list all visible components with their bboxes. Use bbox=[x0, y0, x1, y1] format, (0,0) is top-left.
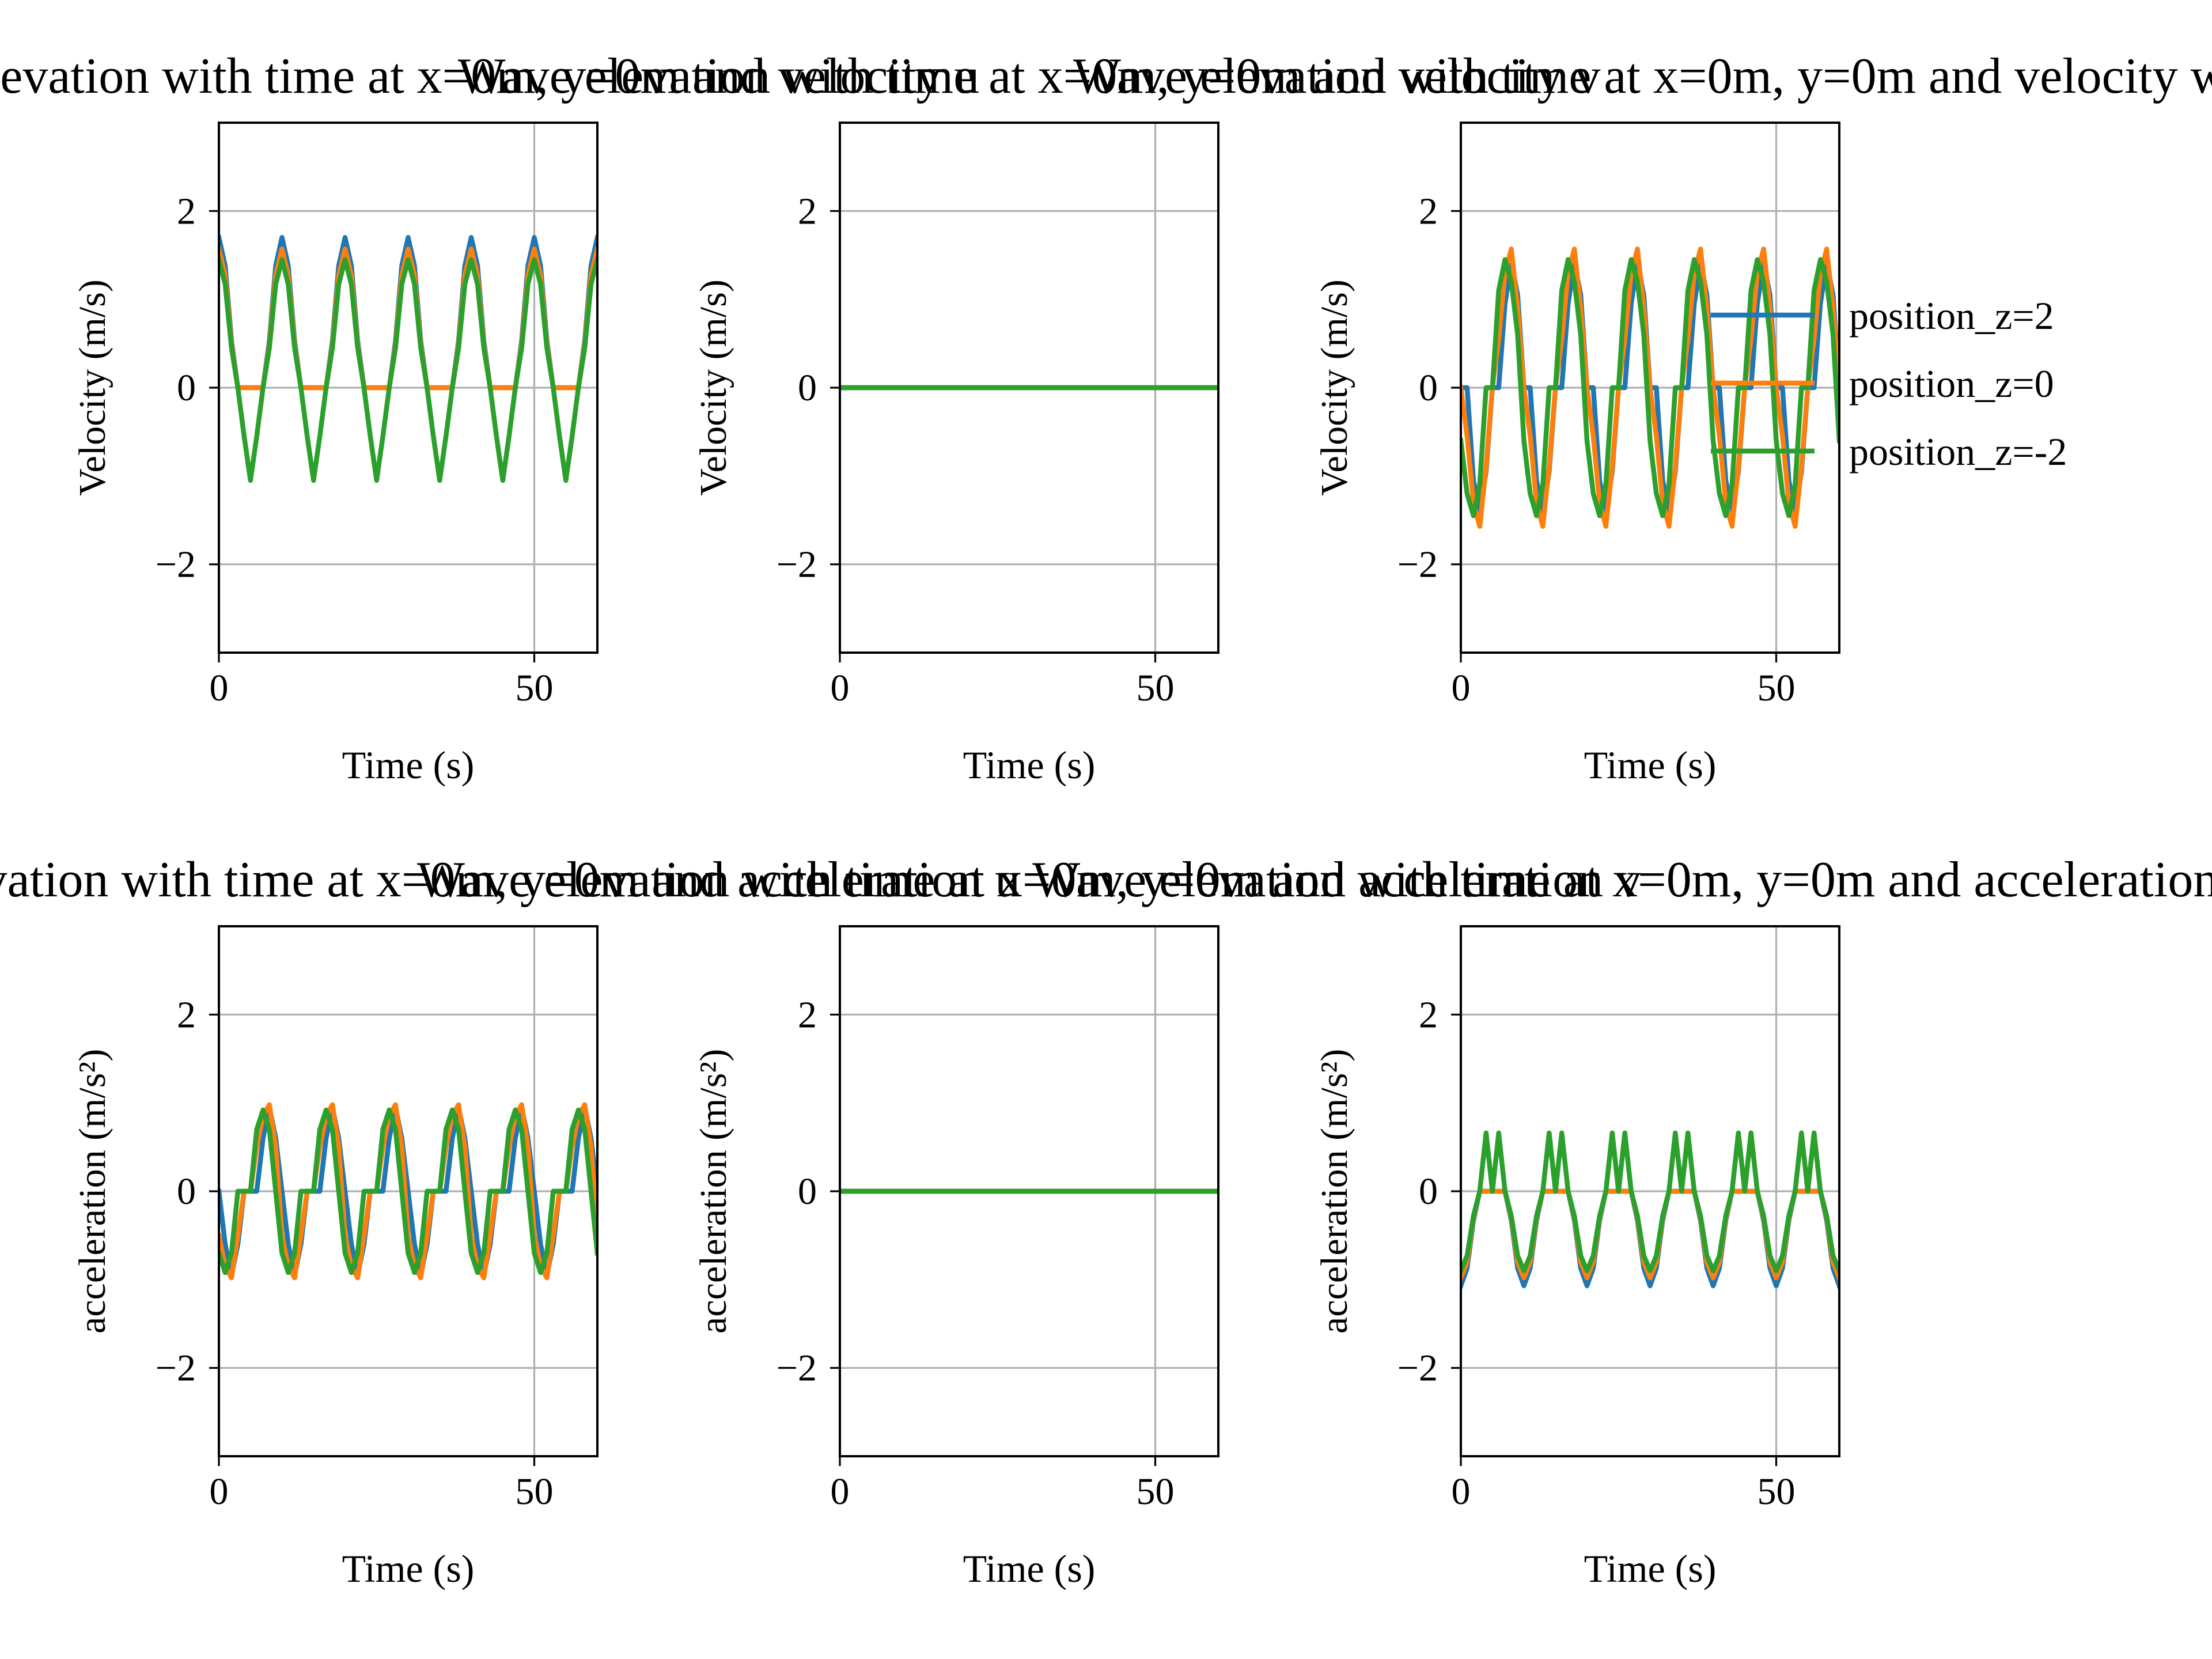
subplot-bottom-right: 0 50 −2 0 2 Time (s) acceleration (m/s²) Wave e… bbox=[1032, 852, 2212, 1590]
x-axis-label: Time (s) bbox=[963, 1547, 1096, 1590]
y-tick-label: 2 bbox=[177, 994, 196, 1036]
y-tick-label: 0 bbox=[798, 1171, 817, 1213]
series-line bbox=[219, 1105, 597, 1278]
series-line bbox=[1461, 247, 1839, 529]
x-tick-label: 50 bbox=[1137, 1471, 1175, 1513]
series-line bbox=[1461, 1188, 1839, 1281]
y-tick-label: 2 bbox=[798, 994, 817, 1036]
x-tick-label: 0 bbox=[1452, 667, 1471, 709]
series-line bbox=[1461, 257, 1839, 518]
legend-entry: position_z=2 bbox=[1849, 294, 2054, 338]
y-tick-label: −2 bbox=[777, 1347, 817, 1389]
legend-entry: position_z=-2 bbox=[1849, 430, 2067, 474]
plot-area bbox=[1461, 247, 1839, 529]
x-tick-label: 0 bbox=[210, 667, 229, 709]
y-axis-label: acceleration (m/s²) bbox=[71, 1049, 113, 1334]
x-axis-label: Time (s) bbox=[342, 743, 475, 787]
subplot-title: Wave elevation with time at x=0m, y=0m a… bbox=[417, 852, 1641, 908]
y-tick-label: −2 bbox=[156, 1347, 196, 1389]
y-tick-label: −2 bbox=[1397, 1347, 1438, 1389]
x-tick-label: 0 bbox=[831, 1471, 850, 1513]
y-tick-label: −2 bbox=[777, 544, 817, 586]
legend-entry: position_z=0 bbox=[1849, 362, 2054, 406]
legend: position_z=2 position_z=0 position_z=-2 bbox=[1711, 294, 2067, 474]
y-tick-label: −2 bbox=[156, 544, 196, 586]
y-tick-label: 2 bbox=[1419, 994, 1438, 1036]
y-tick-label: −2 bbox=[1397, 544, 1438, 586]
x-tick-label: 50 bbox=[516, 667, 554, 709]
plot-area bbox=[219, 1102, 597, 1281]
subplot-title: Wave elevation with time at x=0m, y=0m a… bbox=[0, 48, 979, 104]
series-line bbox=[219, 256, 597, 483]
y-tick-label: 2 bbox=[177, 190, 196, 232]
subplot-top-middle: 0 50 −2 0 2 Time (s) Velocity (m/s) Wave elevat… bbox=[458, 48, 1601, 787]
subplot-title: Wave elevation with time at x=0m, y=0m a… bbox=[0, 852, 1020, 908]
series-line bbox=[219, 246, 597, 391]
x-tick-label: 0 bbox=[210, 1471, 229, 1513]
series-line bbox=[1461, 1130, 1839, 1274]
subplot-title: Wave elevation with time at x=0m, y=0m a… bbox=[1032, 852, 2212, 908]
subplot-title: Wave elevation with time at x=0m, y=0m a… bbox=[1073, 48, 2212, 104]
subplot-top-right: 0 50 −2 0 2 Time (s) Velocity (m/s) Wave elevat… bbox=[1073, 48, 2212, 787]
series-line bbox=[219, 234, 597, 391]
y-tick-label: 0 bbox=[177, 367, 196, 409]
series-line bbox=[1461, 1188, 1839, 1289]
y-tick-label: 0 bbox=[798, 367, 817, 409]
subplot-bottom-middle: 0 50 −2 0 2 Time (s) acceleration (m/s²) Wave e… bbox=[417, 852, 1641, 1590]
series-line bbox=[219, 1107, 597, 1275]
subplot-top-left: 0 50 −2 0 2 Time (s) Velocity (m/s) Wave elevat… bbox=[0, 48, 979, 787]
x-tick-label: 0 bbox=[1452, 1471, 1471, 1513]
x-axis-label: Time (s) bbox=[1584, 1547, 1717, 1590]
x-tick-label: 50 bbox=[516, 1471, 554, 1513]
plot-area bbox=[1461, 1130, 1839, 1289]
y-axis-label: acceleration (m/s²) bbox=[692, 1049, 734, 1334]
y-axis-label: acceleration (m/s²) bbox=[1313, 1049, 1355, 1334]
y-tick-label: 2 bbox=[798, 190, 817, 232]
plot-area bbox=[219, 234, 597, 483]
y-tick-label: 0 bbox=[1419, 1171, 1438, 1213]
y-axis-label: Velocity (m/s) bbox=[692, 279, 734, 496]
x-axis-label: Time (s) bbox=[342, 1547, 475, 1590]
y-tick-label: 0 bbox=[177, 1171, 196, 1213]
y-axis-label: Velocity (m/s) bbox=[1313, 279, 1355, 496]
x-axis-label: Time (s) bbox=[963, 743, 1096, 787]
x-tick-label: 50 bbox=[1758, 667, 1796, 709]
subplots: 0 50 −2 0 2 Time (s) Velocity (m/s) Wave elevat… bbox=[0, 48, 2212, 1590]
subplot-bottom-left: 0 50 −2 0 2 Time (s) acceleration (m/s²) Wave e… bbox=[0, 852, 1020, 1590]
y-tick-label: 0 bbox=[1419, 367, 1438, 409]
x-tick-label: 0 bbox=[831, 667, 850, 709]
y-tick-label: 2 bbox=[1419, 190, 1438, 232]
x-tick-label: 50 bbox=[1758, 1471, 1796, 1513]
subplot-title: Wave elevation with time at x=0m, y=0m a… bbox=[458, 48, 1601, 104]
x-axis-label: Time (s) bbox=[1584, 743, 1717, 787]
x-tick-label: 50 bbox=[1137, 667, 1175, 709]
y-axis-label: Velocity (m/s) bbox=[71, 279, 113, 496]
